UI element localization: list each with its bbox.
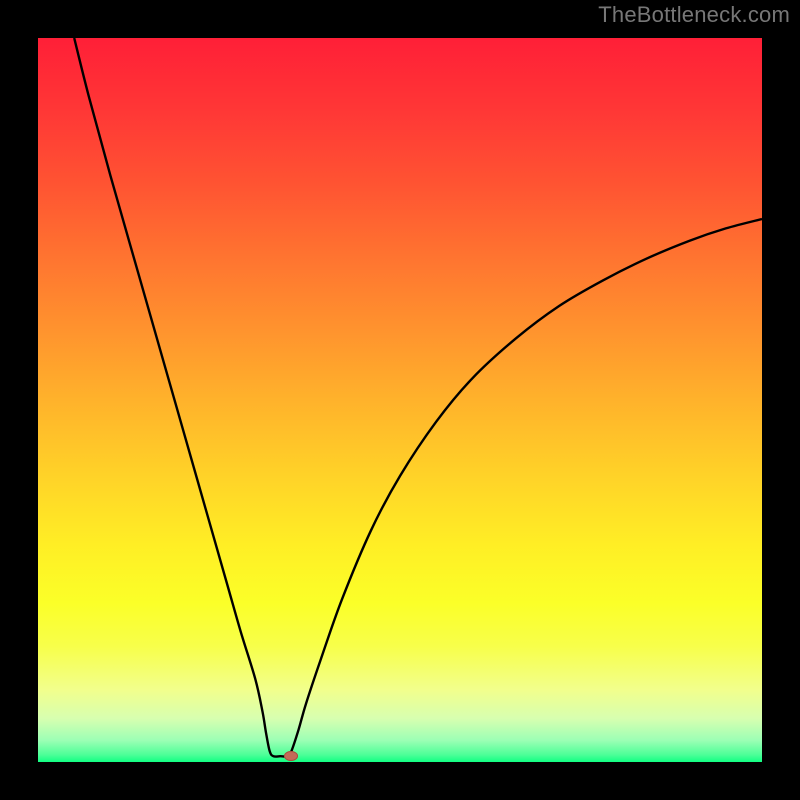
- chart-plot-area: [38, 38, 762, 762]
- optimal-point-marker: [284, 751, 298, 761]
- curve-path: [74, 38, 762, 757]
- bottleneck-curve: [38, 38, 762, 762]
- watermark-text: TheBottleneck.com: [598, 2, 790, 28]
- chart-frame: [28, 28, 772, 772]
